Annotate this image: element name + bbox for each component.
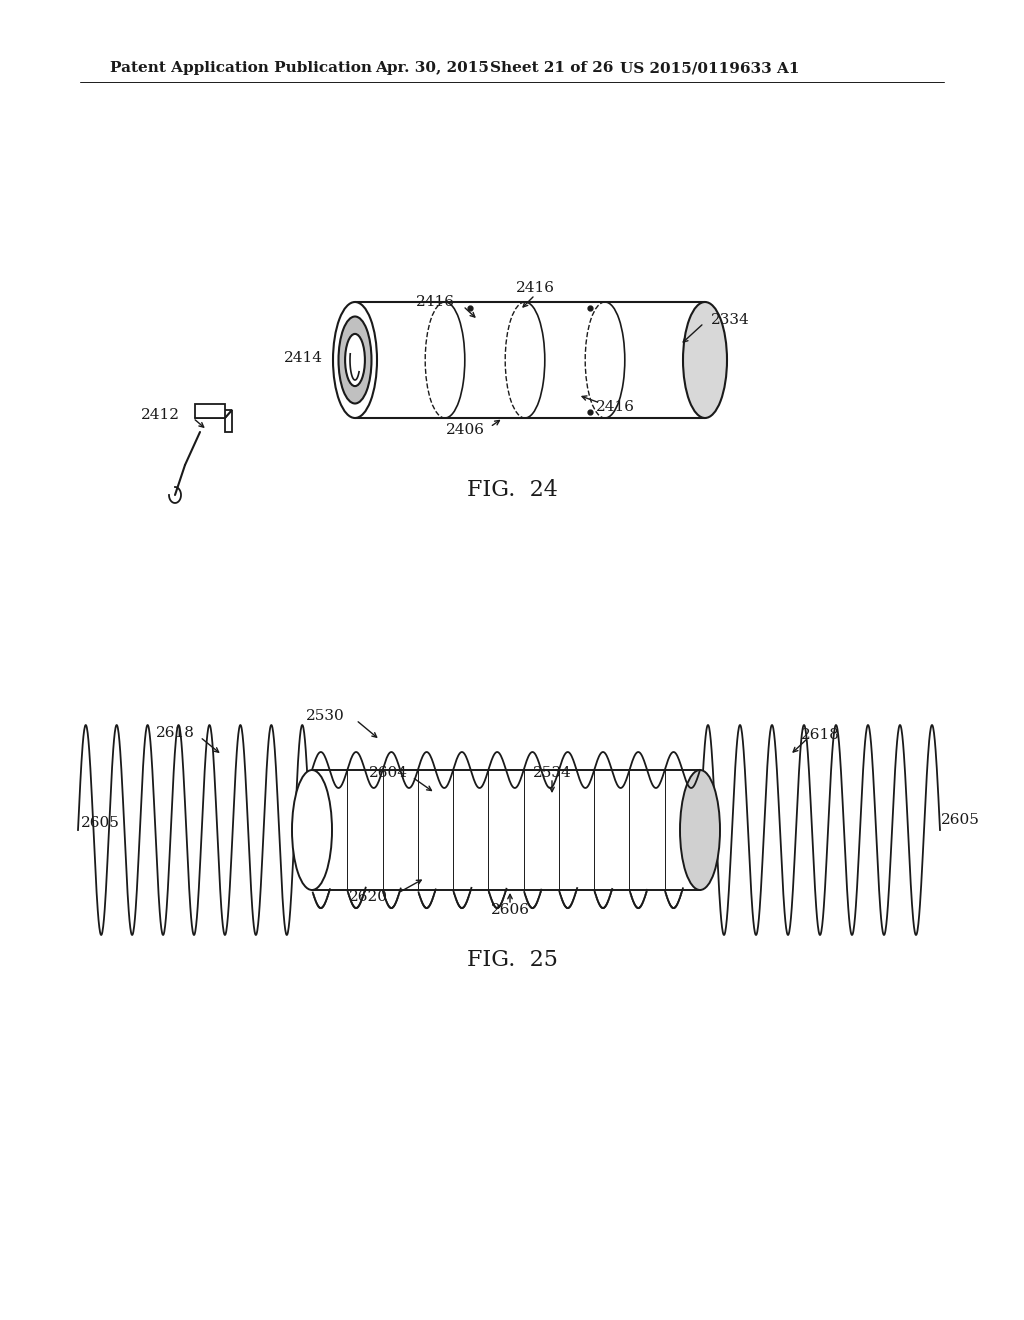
Ellipse shape xyxy=(339,317,372,404)
Text: 2604: 2604 xyxy=(369,766,408,780)
Text: FIG.  24: FIG. 24 xyxy=(467,479,557,502)
Text: 2605: 2605 xyxy=(81,816,120,830)
Text: 2416: 2416 xyxy=(596,400,635,414)
Text: Sheet 21 of 26: Sheet 21 of 26 xyxy=(490,61,613,75)
Text: Apr. 30, 2015: Apr. 30, 2015 xyxy=(375,61,488,75)
Ellipse shape xyxy=(333,302,377,418)
Text: 2605: 2605 xyxy=(941,813,979,828)
Text: 2534: 2534 xyxy=(532,766,571,780)
Bar xyxy=(195,404,225,418)
Text: 2620: 2620 xyxy=(348,890,387,904)
Text: 2414: 2414 xyxy=(284,351,323,366)
Ellipse shape xyxy=(292,770,332,890)
Text: 2618: 2618 xyxy=(801,729,840,742)
Text: 2530: 2530 xyxy=(305,709,344,723)
Text: 2606: 2606 xyxy=(490,903,529,917)
Text: 2412: 2412 xyxy=(140,408,179,422)
Text: 2406: 2406 xyxy=(445,422,484,437)
Text: 2334: 2334 xyxy=(711,313,750,327)
Ellipse shape xyxy=(680,770,720,890)
Text: 2416: 2416 xyxy=(515,281,555,294)
Text: 2416: 2416 xyxy=(416,294,455,309)
Bar xyxy=(312,770,700,890)
Text: FIG.  25: FIG. 25 xyxy=(467,949,557,972)
Ellipse shape xyxy=(345,334,365,385)
Text: 2618: 2618 xyxy=(156,726,195,741)
Text: US 2015/0119633 A1: US 2015/0119633 A1 xyxy=(620,61,800,75)
Ellipse shape xyxy=(683,302,727,418)
Text: Patent Application Publication: Patent Application Publication xyxy=(110,61,372,75)
